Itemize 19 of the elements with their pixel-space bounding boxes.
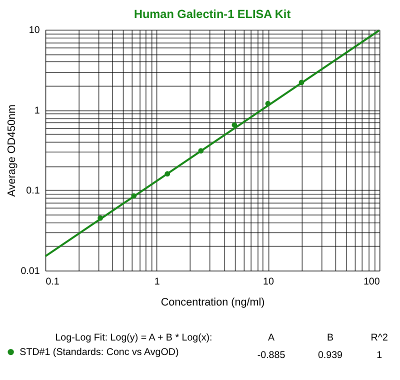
x-tick-label: 0.1 bbox=[46, 276, 60, 288]
text: 1 bbox=[376, 350, 382, 361]
y-tick-label: 0.1 bbox=[26, 186, 40, 197]
text: R^2 bbox=[370, 332, 388, 344]
x-tick-label: 100 bbox=[363, 276, 380, 288]
x-axis-title: Concentration (ng/ml) bbox=[160, 296, 265, 308]
text: Log-Log Fit: Log(y) = A + B * Log(x): bbox=[55, 332, 212, 344]
text: A bbox=[268, 332, 275, 344]
text: 0.939 bbox=[318, 350, 342, 361]
x-tick-label: 10 bbox=[263, 276, 274, 288]
text: B bbox=[326, 332, 334, 344]
chart-title: Human Galectin-1 ELISA Kit bbox=[134, 8, 291, 21]
x-tick-label: 1 bbox=[154, 276, 160, 288]
y-tick-label: 1 bbox=[34, 105, 40, 116]
text: -0.885 bbox=[257, 350, 286, 361]
y-tick-label: 10 bbox=[28, 25, 40, 36]
legend-label: STD#1 (Standards: Conc vs AvgOD) bbox=[20, 347, 179, 358]
y-tick-label: 0.01 bbox=[20, 266, 40, 277]
y-axis-title: Average OD450nm bbox=[6, 104, 18, 197]
